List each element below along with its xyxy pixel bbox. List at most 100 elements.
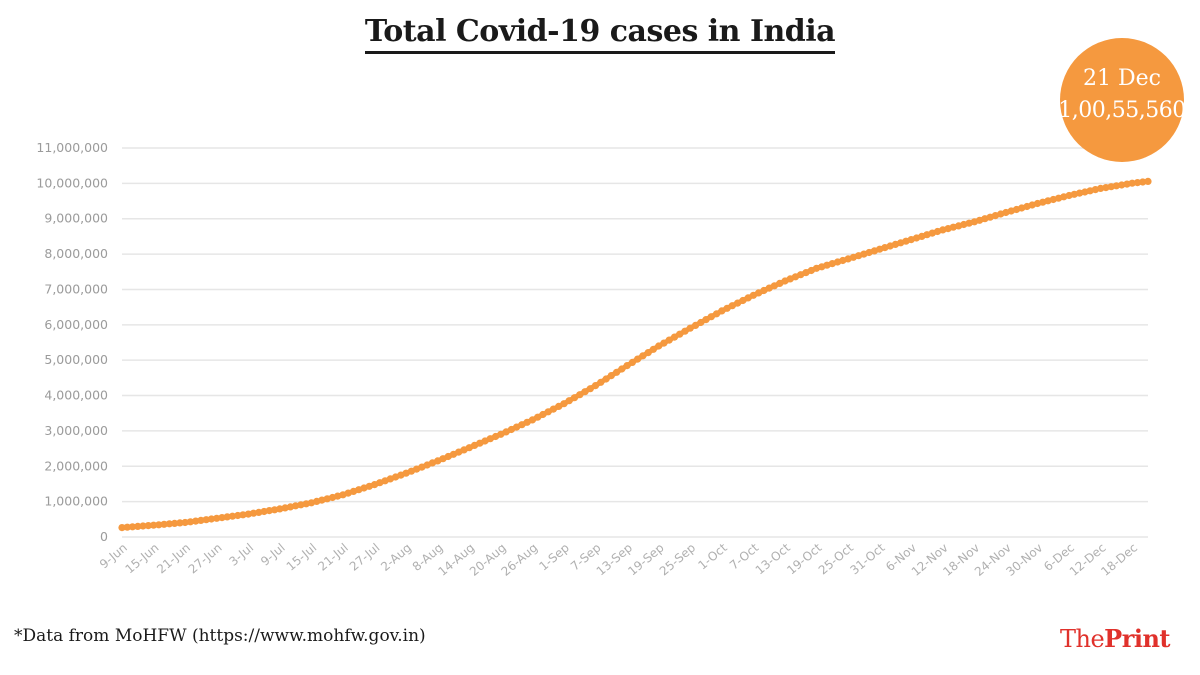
y-tick-label: 1,000,000 bbox=[44, 494, 108, 509]
data-point bbox=[1144, 177, 1152, 185]
data-point bbox=[686, 324, 694, 332]
data-point bbox=[181, 518, 189, 527]
data-point bbox=[649, 345, 658, 353]
data-point bbox=[213, 514, 221, 522]
data-point bbox=[634, 355, 642, 363]
x-tick-label: 27-Jul bbox=[347, 541, 383, 574]
chart-title-text: Total Covid-19 cases in India bbox=[364, 14, 836, 54]
data-point bbox=[139, 522, 147, 530]
y-tick-label: 8,000,000 bbox=[44, 246, 108, 261]
data-point bbox=[586, 385, 594, 393]
data-point bbox=[539, 410, 547, 419]
theprint-logo: ThePrint bbox=[1059, 624, 1171, 653]
data-point bbox=[644, 349, 652, 357]
x-tick-label: 21-Jul bbox=[315, 541, 351, 574]
data-point bbox=[223, 513, 231, 521]
data-point bbox=[155, 521, 163, 529]
data-point bbox=[1102, 184, 1110, 192]
y-tick-label: 3,000,000 bbox=[44, 423, 108, 438]
gridlines bbox=[122, 147, 1148, 538]
data-point bbox=[123, 523, 131, 531]
logo-prefix: The bbox=[1059, 625, 1105, 653]
badge-value: 1,00,55,560 bbox=[1058, 98, 1186, 123]
data-point bbox=[255, 508, 263, 516]
data-point bbox=[576, 391, 584, 399]
data-point bbox=[665, 336, 673, 344]
x-tick-label: 25-Oct bbox=[816, 540, 856, 577]
data-point bbox=[597, 378, 605, 386]
data-point bbox=[249, 509, 258, 517]
data-point bbox=[265, 507, 273, 515]
data-point bbox=[197, 516, 205, 525]
x-tick-label: 1-Sep bbox=[536, 541, 571, 574]
data-point bbox=[560, 400, 568, 408]
data-point bbox=[607, 372, 615, 380]
data-point bbox=[681, 327, 689, 335]
series-line bbox=[121, 178, 1149, 531]
x-tick-label: 21-Jun bbox=[154, 541, 193, 577]
data-point bbox=[707, 313, 715, 321]
data-point bbox=[1112, 182, 1120, 190]
y-axis-ticks: 0 1,000,000 2,000,000 3,000,000 4,000,000 5,0… bbox=[36, 140, 108, 544]
y-tick-label: 2,000,000 bbox=[44, 458, 108, 473]
data-point bbox=[239, 511, 247, 519]
x-tick-label: 27-Jun bbox=[186, 541, 225, 577]
data-point bbox=[623, 362, 631, 370]
y-tick-label: 4,000,000 bbox=[44, 388, 108, 403]
x-tick-label: 25-Sep bbox=[657, 541, 698, 579]
y-tick-label: 11,000,000 bbox=[36, 140, 108, 155]
x-tick-label: 2-Aug bbox=[378, 541, 414, 574]
data-point bbox=[134, 522, 142, 531]
data-point bbox=[160, 520, 168, 528]
data-point bbox=[165, 520, 173, 528]
x-tick-label: 30-Nov bbox=[1003, 541, 1045, 579]
data-point bbox=[1139, 178, 1147, 186]
data-point bbox=[176, 519, 184, 527]
x-tick-label: 13-Oct bbox=[753, 540, 793, 577]
x-tick-label: 1-Oct bbox=[695, 540, 730, 572]
data-point bbox=[676, 330, 684, 338]
y-tick-label: 0 bbox=[100, 529, 108, 544]
x-tick-label: 3-Jul bbox=[226, 541, 256, 569]
x-tick-label: 31-Oct bbox=[847, 540, 887, 577]
chart-title: Total Covid-19 cases in India bbox=[0, 14, 1200, 54]
badge-date: 21 Dec bbox=[1083, 66, 1161, 91]
y-tick-label: 5,000,000 bbox=[44, 352, 108, 367]
data-point bbox=[150, 521, 158, 529]
data-point bbox=[171, 519, 179, 528]
data-point bbox=[1128, 179, 1136, 187]
data-point bbox=[613, 368, 621, 376]
data-point bbox=[1097, 184, 1105, 192]
data-point bbox=[549, 405, 558, 413]
data-point bbox=[1133, 179, 1142, 187]
series-total-cases bbox=[118, 177, 1152, 532]
data-point bbox=[207, 515, 215, 523]
data-point bbox=[691, 321, 700, 329]
data-point bbox=[565, 397, 573, 405]
data-point bbox=[639, 352, 647, 360]
data-point bbox=[591, 382, 600, 390]
data-point bbox=[570, 394, 579, 402]
data-point bbox=[628, 358, 637, 366]
data-point bbox=[228, 512, 237, 520]
x-tick-label: 26-Aug bbox=[499, 541, 541, 579]
data-point bbox=[618, 365, 626, 373]
source-note: *Data from MoHFW (https://www.mohfw.gov.… bbox=[14, 626, 426, 646]
data-point bbox=[128, 523, 137, 531]
x-tick-label: 15-Jun bbox=[123, 541, 162, 577]
data-point bbox=[702, 316, 710, 324]
data-point bbox=[602, 375, 610, 383]
data-point bbox=[581, 388, 589, 396]
data-point bbox=[528, 416, 537, 424]
x-tick-label: 15-Jul bbox=[284, 541, 320, 574]
logo-suffix: Print bbox=[1104, 624, 1170, 653]
y-tick-label: 6,000,000 bbox=[44, 317, 108, 332]
x-tick-label: 18-Dec bbox=[1098, 541, 1140, 579]
latest-value-badge: 21 Dec 1,00,55,560 bbox=[1058, 38, 1186, 162]
y-tick-label: 7,000,000 bbox=[44, 281, 108, 296]
data-point bbox=[186, 518, 194, 526]
x-tick-label: 9-Jul bbox=[258, 541, 288, 569]
y-tick-label: 9,000,000 bbox=[44, 211, 108, 226]
